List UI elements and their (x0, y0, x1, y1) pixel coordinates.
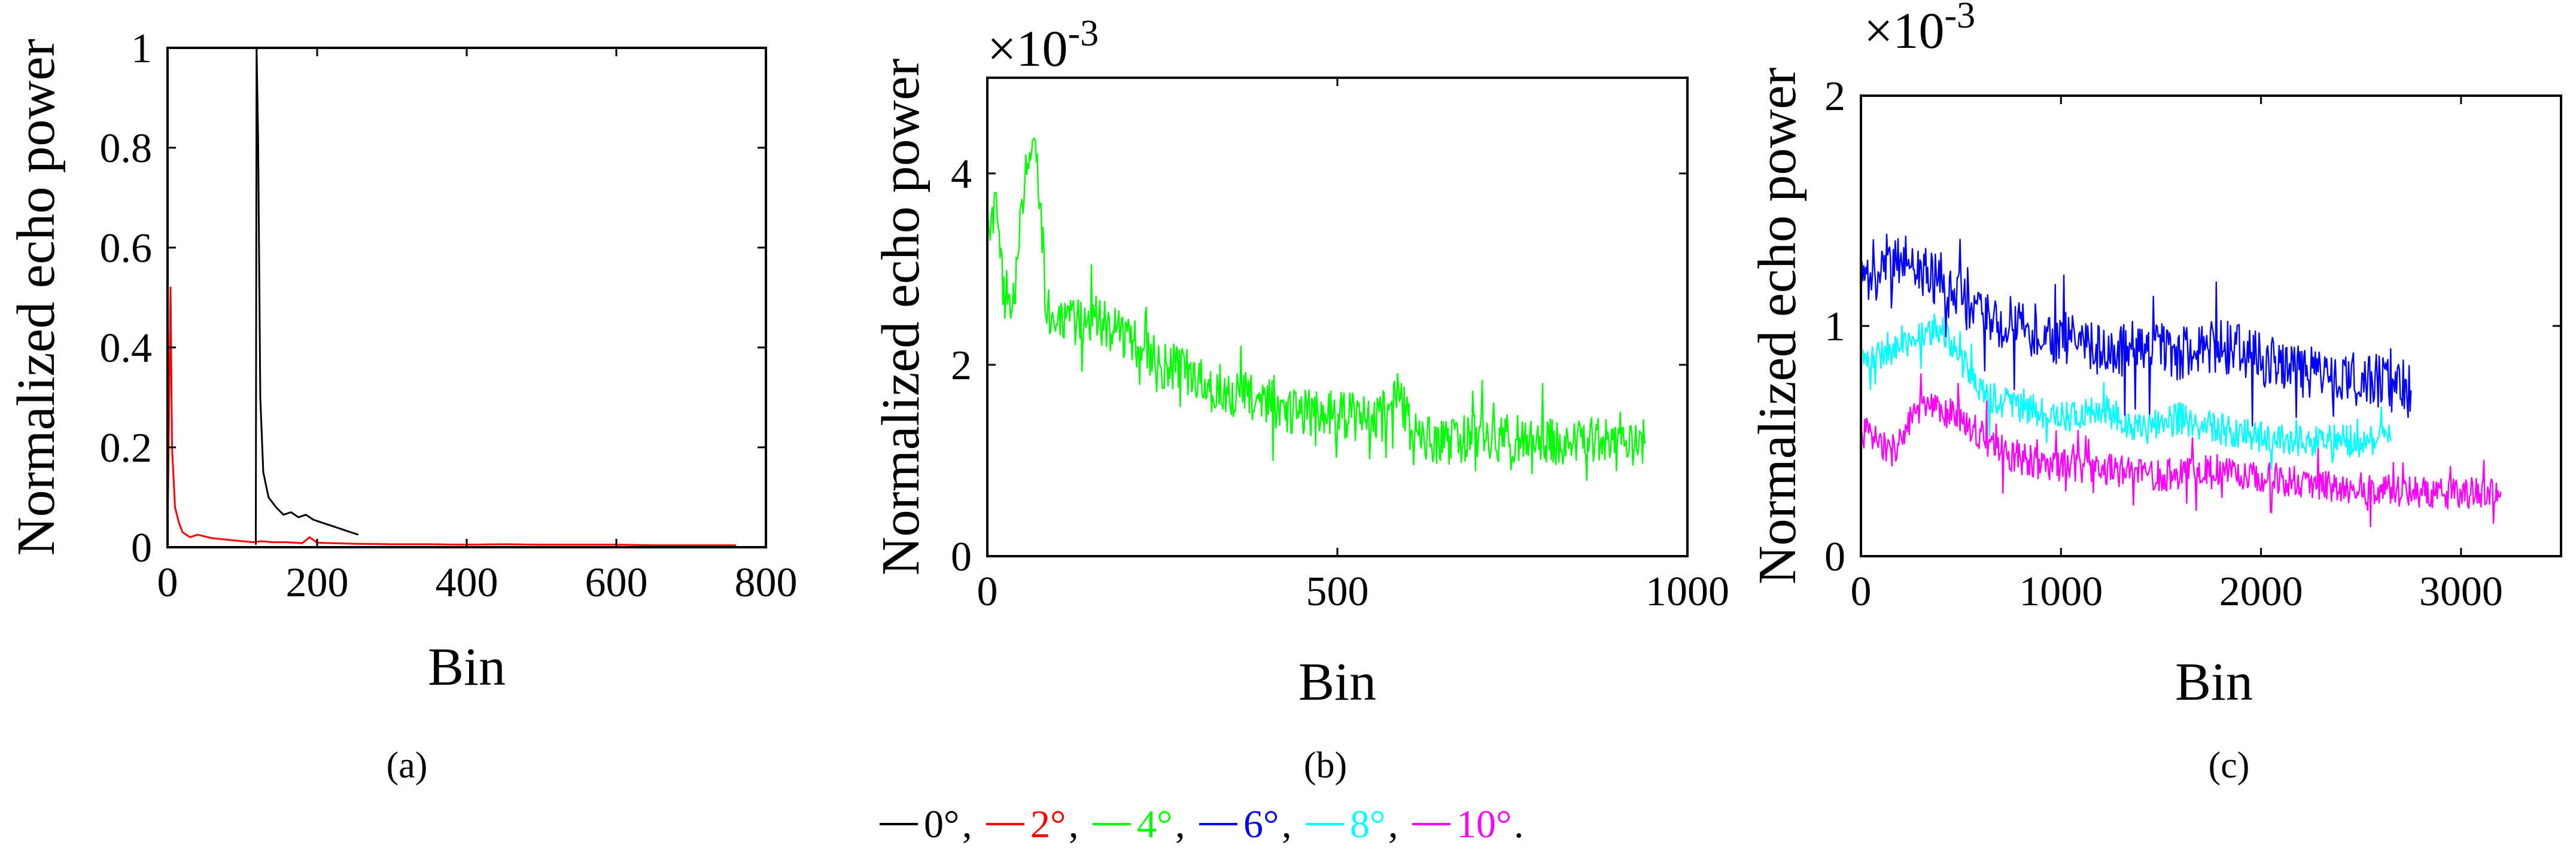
x-tick-label: 500 (1306, 569, 1369, 615)
panel-a-ylabel: Normalized echo power (7, 39, 66, 556)
x-tick-label: 800 (735, 560, 798, 606)
legend-sep-4: , (1388, 803, 1398, 846)
panel-b-caption: (b) (1304, 745, 1347, 786)
legend-sep-3: , (1282, 803, 1292, 846)
x-tick-label: 0 (157, 560, 178, 606)
panel-b-series (986, 137, 1646, 481)
panel-c-multiplier-exp: -3 (1945, 0, 1976, 36)
y-tick-label: 4 (951, 151, 972, 197)
panel-a: 0 200 400 600 800 0 0.2 0.4 0.6 0.8 1 Bin Normaliz… (7, 26, 798, 786)
panel-c-xlabel: Bin (2175, 652, 2253, 712)
legend-sep-2: , (1175, 803, 1185, 846)
x-tick-label: 600 (585, 560, 648, 606)
panel-c-multiplier-base: ×10 (1864, 2, 1945, 59)
y-tick-label: 2 (1824, 74, 1845, 120)
y-tick-label: 0.4 (100, 325, 153, 371)
panel-b-multiplier-base: ×10 (987, 20, 1068, 77)
x-tick-label: 0 (977, 569, 998, 615)
panel-b-multiplier-exp: -3 (1068, 13, 1099, 54)
y-tick-label: 0 (1824, 534, 1845, 580)
y-tick-label: 0 (951, 534, 972, 580)
legend-sep-0: , (962, 803, 972, 846)
legend-label-4: 8° (1350, 803, 1385, 846)
series-10° (1860, 373, 2502, 527)
x-tick-label: 0 (1851, 569, 1872, 615)
x-tick-label: 1000 (1646, 569, 1729, 615)
y-tick-label: 2 (951, 343, 972, 389)
panel-c-series (1860, 233, 2502, 527)
series-8° (1860, 313, 2392, 470)
series-0° (255, 47, 359, 545)
panel-b-ylabel: Normalized echo power (871, 59, 930, 576)
panel-b-ticks: 0 500 1000 0 2 4 (951, 78, 1729, 615)
legend-label-2: 4° (1137, 803, 1172, 846)
panel-b-multiplier: ×10-3 (987, 13, 1099, 77)
y-tick-label: 0.8 (100, 126, 153, 172)
panel-c: 0 1000 2000 3000 0 1 2 ×10-3 Bin Normalized ec… (1748, 0, 2562, 786)
legend-label-1: 2° (1030, 803, 1066, 846)
panel-a-xlabel: Bin (428, 638, 506, 697)
y-tick-label: 0 (131, 525, 152, 571)
x-tick-label: 3000 (2419, 569, 2503, 615)
series-2° (166, 286, 736, 547)
panel-a-ticks: 0 200 400 600 800 0 0.2 0.4 0.6 0.8 1 (100, 26, 798, 606)
panel-a-caption: (a) (387, 745, 428, 786)
legend-label-0: 0° (924, 803, 959, 846)
panel-c-multiplier: ×10-3 (1864, 0, 1975, 59)
series-6° (1860, 233, 2412, 427)
legend-sep-1: , (1069, 803, 1079, 846)
x-tick-label: 2000 (2219, 569, 2303, 615)
y-tick-label: 0.2 (100, 425, 153, 471)
legend-sep-5: . (1514, 803, 1524, 846)
legend-label-5: 10° (1456, 803, 1511, 846)
x-tick-label: 200 (286, 560, 349, 606)
y-tick-label: 0.6 (100, 225, 153, 272)
panel-c-caption: (c) (2209, 745, 2250, 786)
x-tick-label: 400 (436, 560, 498, 606)
series-4° (986, 137, 1646, 481)
legend-label-3: 6° (1243, 803, 1279, 846)
panel-b-xlabel: Bin (1298, 652, 1376, 712)
legend: 0°, 2°, 4°, 6°, 8°, 10°. (880, 803, 1524, 846)
y-tick-label: 1 (1824, 304, 1845, 350)
panel-c-ylabel: Normalized echo power (1748, 68, 1807, 585)
panel-c-ticks: 0 1000 2000 3000 0 1 2 (1824, 74, 2561, 615)
y-tick-label: 1 (131, 26, 152, 72)
panel-a-series (166, 47, 736, 547)
panel-b: 0 500 1000 0 2 4 ×10-3 Bin Normalized echo po… (871, 13, 1729, 786)
x-tick-label: 1000 (2019, 569, 2103, 615)
